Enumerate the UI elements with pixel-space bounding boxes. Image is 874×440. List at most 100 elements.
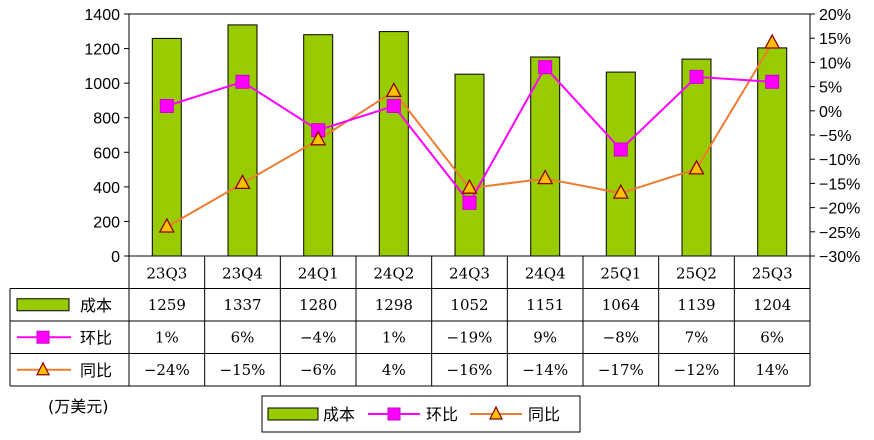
mom-point-24Q3 — [462, 195, 477, 210]
table-key-label: 同比 — [80, 361, 112, 380]
yoy-point-24Q4 — [537, 169, 554, 185]
table-cell-同比-25Q2: −12% — [674, 361, 720, 379]
right-tick-label: −10% — [819, 152, 860, 169]
right-tick-label: −15% — [819, 176, 860, 193]
category-label-25Q1: 25Q1 — [600, 264, 641, 282]
left-tick-label: 1000 — [84, 76, 120, 93]
mom-point-25Q1 — [613, 142, 628, 157]
right-tick-label: 0% — [819, 104, 842, 121]
right-tick-label: −20% — [819, 201, 860, 218]
table-key-marker — [36, 330, 50, 344]
table-cell-同比-24Q4: −14% — [522, 361, 568, 379]
mom-point-25Q2 — [689, 69, 704, 84]
table-key-cost: 成本 — [16, 296, 112, 315]
right-tick-label: 15% — [819, 31, 851, 48]
bar-25Q1 — [605, 71, 636, 257]
right-tick-label: −25% — [819, 225, 860, 242]
axes: 0 200 400 600 800 1000 1200 1400 −30% −25% −20% −15… — [84, 7, 860, 266]
table-cell-环比-24Q2: 1% — [382, 328, 406, 346]
table-cell-环比-25Q2: 7% — [685, 328, 709, 346]
yoy-point-23Q3 — [158, 217, 175, 233]
yoy-point-25Q2 — [688, 159, 705, 175]
table-cell-同比-24Q1: −6% — [300, 361, 336, 379]
mom-point-24Q2 — [386, 99, 401, 113]
category-label-24Q4: 24Q4 — [525, 264, 566, 282]
table-cell-成本-24Q4: 1151 — [526, 296, 564, 314]
table-cell-环比-23Q4: 6% — [231, 328, 255, 346]
data-table: 23Q3 23Q4 24Q1 24Q2 24Q3 24Q4 25Q1 25Q2 25Q3 成本 12… — [9, 256, 811, 387]
table-cell-同比-23Q4: −15% — [220, 361, 266, 379]
table-key-label: 环比 — [80, 328, 112, 347]
table-cell-成本-25Q3: 1204 — [753, 296, 791, 314]
yoy-point-25Q1 — [612, 183, 629, 199]
right-tick-label: 5% — [819, 80, 842, 97]
right-tick-label: −5% — [819, 128, 851, 145]
legend-label: 环比 — [426, 405, 458, 424]
legend-swatch — [267, 407, 319, 421]
legend: 成本 环比 同比 — [261, 395, 581, 433]
bar-24Q3 — [454, 73, 485, 257]
legend-marker — [387, 407, 401, 421]
table-cell-环比-24Q3: −19% — [447, 328, 493, 346]
table-cell-同比-23Q3: −24% — [144, 361, 190, 379]
table-cell-成本-24Q1: 1280 — [299, 296, 337, 314]
legend-marker — [489, 405, 503, 420]
right-tick-label: 10% — [819, 55, 851, 72]
yoy-point-24Q2 — [385, 82, 402, 98]
yoy-point-24Q3 — [461, 178, 478, 194]
table-cell-成本-23Q3: 1259 — [148, 296, 186, 314]
legend-item-mom: 环比 — [368, 405, 458, 424]
left-tick-label: 1400 — [84, 7, 120, 24]
left-tick-label: 800 — [93, 111, 120, 128]
table-key-mom: 环比 — [17, 328, 112, 347]
table-cell-成本-24Q2: 1298 — [375, 296, 413, 314]
table-cell-同比-25Q3: 14% — [755, 361, 788, 379]
mom-point-23Q3 — [159, 99, 174, 113]
mom-point-25Q3 — [765, 74, 780, 89]
table-key-marker — [36, 361, 50, 376]
legend-item-cost: 成本 — [267, 405, 355, 424]
left-tick-label: 200 — [93, 214, 120, 231]
unit-label: (万美元) — [48, 397, 109, 416]
table-cell-环比-25Q3: 6% — [760, 328, 784, 346]
table-cell-成本-25Q2: 1139 — [677, 296, 715, 314]
mom-point-23Q4 — [235, 74, 250, 89]
category-label-25Q2: 25Q2 — [676, 264, 717, 282]
bar-23Q4 — [227, 24, 258, 257]
table-key-label: 成本 — [80, 296, 112, 315]
yoy-point-24Q1 — [310, 130, 327, 146]
legend-label: 同比 — [528, 405, 560, 424]
category-label-24Q2: 24Q2 — [373, 264, 414, 282]
category-label-23Q3: 23Q3 — [146, 264, 187, 282]
yoy-point-23Q4 — [234, 174, 251, 190]
right-tick-label: −30% — [819, 249, 860, 266]
bar-24Q2 — [378, 31, 409, 257]
table-cell-同比-24Q2: 4% — [382, 361, 406, 379]
table-cell-环比-25Q1: −8% — [603, 328, 639, 346]
table-cell-同比-24Q3: −16% — [447, 361, 493, 379]
bar-series — [151, 24, 788, 257]
mom-point-24Q4 — [538, 60, 553, 75]
line-series — [158, 33, 781, 233]
right-tick-label: 20% — [819, 7, 851, 24]
category-label-24Q1: 24Q1 — [298, 264, 339, 282]
category-label-24Q3: 24Q3 — [449, 264, 490, 282]
table-key-swatch — [16, 298, 70, 312]
bar-24Q4 — [530, 56, 561, 257]
left-tick-label: 0 — [111, 249, 120, 266]
legend-item-yoy: 同比 — [470, 405, 560, 424]
table-cell-同比-25Q1: −17% — [598, 361, 644, 379]
left-tick-label: 1200 — [84, 42, 120, 59]
left-tick-label: 600 — [93, 145, 120, 162]
table-cell-环比-24Q4: 9% — [533, 328, 557, 346]
table-cell-环比-24Q1: −4% — [300, 328, 336, 346]
left-tick-label: 400 — [93, 180, 120, 197]
yoy-point-25Q3 — [764, 33, 781, 49]
table-cell-成本-25Q1: 1064 — [602, 296, 640, 314]
bar-25Q2 — [681, 58, 712, 257]
legend-label: 成本 — [323, 405, 355, 424]
category-label-23Q4: 23Q4 — [222, 264, 263, 282]
category-label-25Q3: 25Q3 — [752, 264, 793, 282]
table-cell-成本-23Q4: 1337 — [223, 296, 261, 314]
